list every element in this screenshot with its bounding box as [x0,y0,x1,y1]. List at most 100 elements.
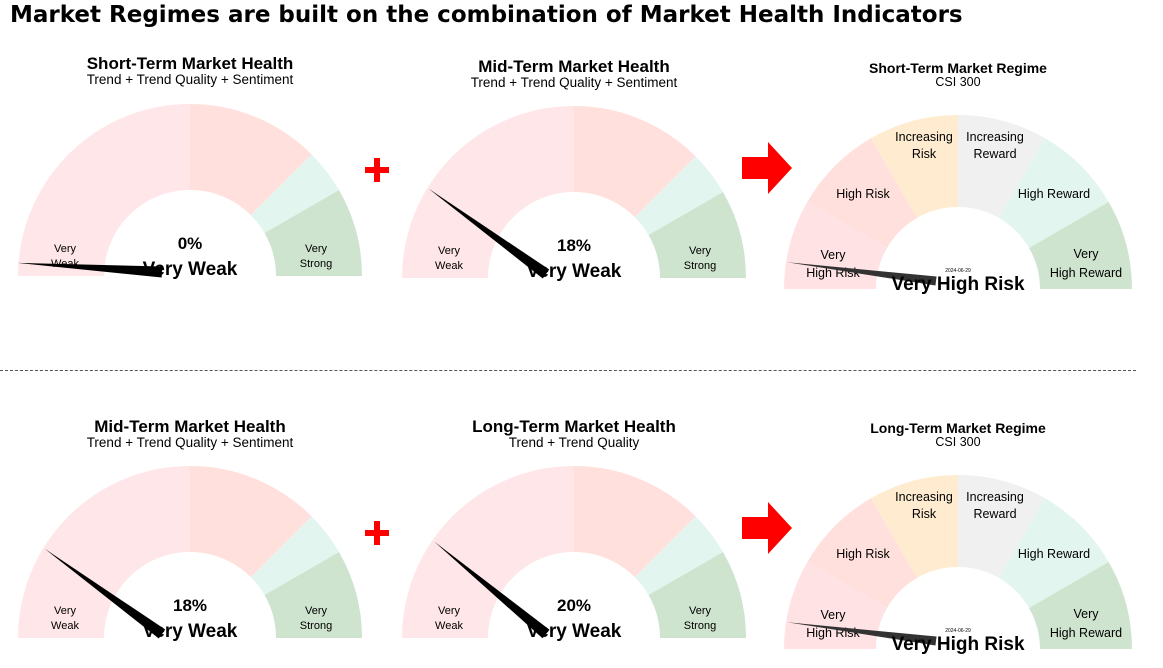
gauge-segment [233,489,312,578]
gauge-segment [634,516,723,595]
gauge-segment [190,466,276,564]
gauge-status: Very High Risk [891,274,1024,295]
gauge-segment [617,489,696,578]
regime-segment-label: Risk [912,507,937,521]
segment-label: Very [54,243,77,255]
regime-segment-label: Reward [973,507,1016,521]
regime-segment-label: High Reward [1018,187,1090,201]
regime-segment [958,475,1045,578]
regime-segment-label: High Reward [1018,547,1090,561]
gauge-needle [434,541,550,639]
gauge-title: Mid-Term Market Health [94,417,285,436]
regime-segment-label: Very [1073,607,1099,621]
regime-segment-label: Risk [912,147,937,161]
gauge-segment [617,129,696,218]
regime-segment-label: Increasing [895,130,953,144]
gauge-value: 18% [173,596,207,615]
regime-segment [784,202,887,289]
gauge-segment [648,192,746,278]
gauge-segment [402,489,531,638]
segment-label: Very [689,605,712,617]
gauge-segment [18,489,147,638]
segment-label: Very [305,243,328,255]
gauge-segment [648,552,746,638]
gauge-needle [787,622,937,646]
segment-label: Weak [51,620,79,632]
regime-segment [958,115,1045,218]
gauge-needle [428,188,550,279]
gauge-subtitle: CSI 300 [935,435,980,449]
segment-label: Weak [435,620,463,632]
regime-segment-label: High Risk [836,187,890,201]
regime-segment-label: Very [1073,247,1099,261]
gauge-segment [190,104,276,202]
regime-segment [871,475,958,578]
gauge-status: Very Weak [527,261,622,282]
regime-segment [999,498,1109,608]
plus-icon [365,158,389,182]
gauge-subtitle: CSI 300 [935,75,980,89]
gauge-title: Long-Term Market Health [472,417,676,436]
regime-segment-label: Very [820,248,846,262]
gauge-date: 2024-06-29 [945,628,971,634]
regime-segment [871,115,958,218]
regime-segment-label: Increasing [966,490,1024,504]
section-divider [0,370,1136,371]
gauge-segment [264,190,362,276]
regime-segment-label: Increasing [966,130,1024,144]
gauge-segment [488,466,574,564]
gauge-title: Short-Term Market Health [87,54,294,73]
regime-segment-label: High Reward [1050,626,1122,640]
gauge-title: Mid-Term Market Health [478,57,669,76]
gauge-segment [233,127,312,216]
regime-segment [999,138,1109,248]
regime-segment-label: Reward [973,147,1016,161]
gauge-segment [264,552,362,638]
gauge-subtitle: Trend + Trend Quality [509,435,640,450]
gauge-status: Very Weak [143,259,238,280]
segment-label: Strong [684,260,716,272]
regime-segment [807,138,917,248]
gauge-subtitle: Trend + Trend Quality + Sentiment [471,75,678,90]
regime-segment-label: Increasing [895,490,953,504]
gauge-date: 2024-06-29 [945,268,971,274]
gauge-value: 0% [178,234,203,253]
segment-label: Very [438,605,461,617]
gauge-segment [634,156,723,235]
gauge-segment [250,154,339,233]
gauge-subtitle: Trend + Trend Quality + Sentiment [87,435,294,450]
gauge-title: Short-Term Market Regime [869,60,1047,76]
segment-label: Very [54,605,77,617]
gauge-value: 20% [557,596,591,615]
gauge-segment [488,106,574,204]
plus-icon [365,521,389,545]
gauge-status: Very Weak [143,621,238,642]
gauge-needle [44,548,166,639]
gauge-segment [402,129,531,278]
segment-label: Very [305,605,328,617]
page-title: Market Regimes are built on the combinat… [10,2,963,28]
gauge-title: Long-Term Market Regime [870,420,1046,436]
segment-label: Very [438,245,461,257]
gauge-segment [250,516,339,595]
regime-segment-label: High Reward [1050,266,1122,280]
gauge-needle [17,262,163,278]
segment-label: Weak [435,260,463,272]
segment-label: Strong [300,620,332,632]
gauge-status: Very High Risk [891,634,1024,655]
regime-segment [784,562,887,649]
gauge-segment [104,104,190,202]
segment-label: Strong [684,620,716,632]
regime-segment [807,498,917,608]
gauge-segment [574,466,660,564]
gauge-subtitle: Trend + Trend Quality + Sentiment [87,72,294,87]
regime-segment [1029,202,1132,289]
gauge-segment [18,127,147,276]
